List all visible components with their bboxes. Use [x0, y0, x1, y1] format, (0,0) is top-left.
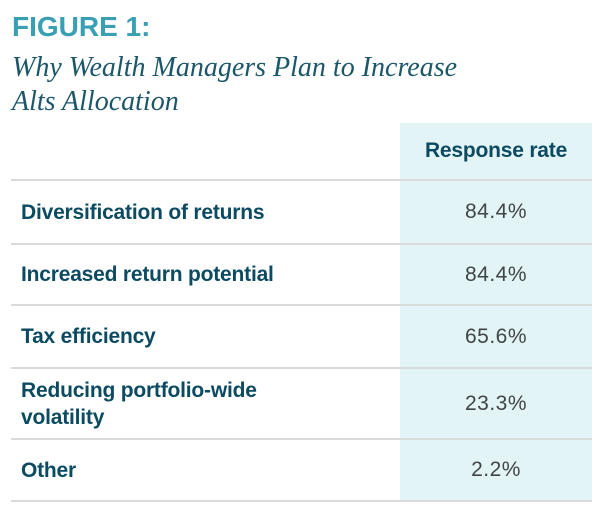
row-value: 84.4%: [464, 200, 528, 223]
table-header-row: Response rate: [11, 123, 592, 181]
figure-number-label: FIGURE 1:: [12, 11, 151, 42]
table-row: Other 2.2%: [11, 440, 592, 502]
row-label-cell: Other: [11, 440, 400, 500]
row-label: Tax efficiency: [21, 325, 156, 348]
row-value-cell: 84.4%: [400, 245, 592, 304]
row-label-cell: Reducing portfolio-wide volatility: [11, 369, 400, 438]
table-row: Tax efficiency 65.6%: [11, 306, 592, 369]
figure-title-line-2: Alts Allocation: [12, 86, 179, 117]
figure-title: Why Wealth Managers Plan to Increase Alt…: [12, 51, 592, 119]
row-label: Diversification of returns: [21, 200, 265, 224]
table-row: Reducing portfolio-wide volatility 23.3%: [11, 369, 592, 440]
row-value-cell: 65.6%: [400, 306, 592, 367]
row-label-cell: Increased return potential: [11, 245, 400, 304]
row-value-cell: 23.3%: [400, 369, 592, 438]
row-value: 23.3%: [464, 391, 528, 415]
header-value-cell: Response rate: [400, 123, 592, 179]
figure-title-line-1: Why Wealth Managers Plan to Increase: [12, 52, 458, 83]
row-label-cell: Diversification of returns: [11, 181, 400, 243]
table-row: Diversification of returns 84.4%: [11, 181, 592, 245]
row-value-cell: 2.2%: [400, 440, 592, 500]
row-label-cell: Tax efficiency: [11, 306, 400, 367]
row-label: Increased return potential: [21, 263, 274, 286]
row-label: Reducing portfolio-wide volatility: [21, 378, 257, 429]
response-rate-column-header: Response rate: [424, 139, 568, 162]
response-rate-table: Response rate Diversification of returns…: [11, 123, 592, 502]
table-row: Increased return potential 84.4%: [11, 245, 592, 306]
row-value: 2.2%: [471, 458, 521, 481]
row-value: 84.4%: [464, 262, 528, 286]
header-empty-cell: [11, 123, 400, 179]
row-label: Other: [21, 458, 77, 482]
row-value: 65.6%: [464, 324, 528, 348]
row-value-cell: 84.4%: [400, 181, 592, 243]
